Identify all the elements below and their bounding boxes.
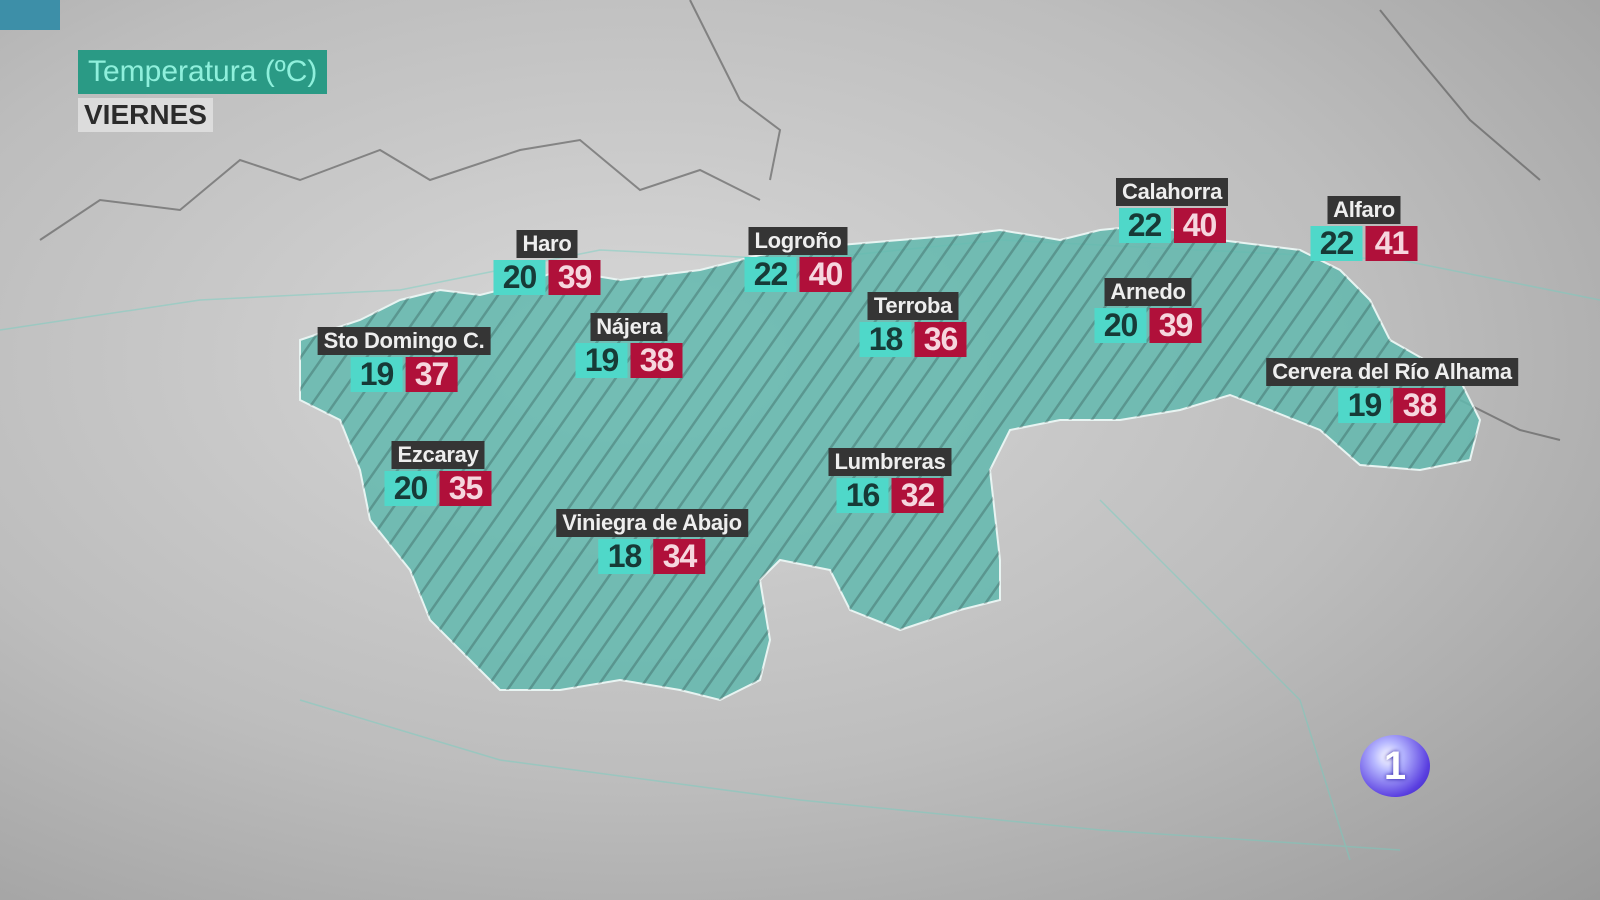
corner-graphic — [0, 0, 60, 30]
station-8: Cervera del Río Alhama 19 38 — [1266, 358, 1518, 423]
max-temperature: 32 — [891, 478, 944, 513]
station-5: Arnedo 20 39 — [1094, 278, 1202, 343]
station-name: Viniegra de Abajo — [556, 509, 748, 537]
station-7: Nájera 19 38 — [575, 313, 683, 378]
min-temperature: 22 — [744, 257, 797, 292]
min-temperature: 22 — [1118, 208, 1171, 243]
map-title: Temperatura (ºC) — [78, 50, 328, 94]
min-temperature: 19 — [1338, 388, 1391, 423]
max-temperature: 38 — [1393, 388, 1446, 423]
min-temperature: 20 — [384, 471, 437, 506]
temperature-pair: 19 38 — [575, 343, 683, 378]
station-name: Alfaro — [1327, 196, 1401, 224]
min-temperature: 18 — [598, 539, 651, 574]
station-4: Terroba 18 36 — [859, 292, 967, 357]
station-name: Nájera — [590, 313, 668, 341]
station-name: Calahorra — [1115, 178, 1229, 206]
max-temperature: 40 — [1173, 208, 1226, 243]
temperature-pair: 20 35 — [384, 471, 492, 506]
tve-channel-1-logo: 1 — [1360, 735, 1430, 797]
min-temperature: 18 — [859, 322, 912, 357]
max-temperature: 34 — [653, 539, 706, 574]
temperature-pair: 22 40 — [744, 257, 852, 292]
day-label: VIERNES — [78, 98, 213, 132]
temperature-pair: 19 37 — [350, 357, 458, 392]
station-6: Sto Domingo C. 19 37 — [317, 327, 491, 392]
max-temperature: 35 — [439, 471, 492, 506]
min-temperature: 22 — [1310, 226, 1363, 261]
temperature-pair: 20 39 — [1094, 308, 1202, 343]
min-temperature: 16 — [836, 478, 889, 513]
station-name: Terroba — [867, 292, 959, 320]
station-3: Alfaro 22 41 — [1310, 196, 1418, 261]
station-name: Lumbreras — [828, 448, 952, 476]
temperature-pair: 20 39 — [493, 260, 601, 295]
max-temperature: 39 — [548, 260, 601, 295]
min-temperature: 19 — [350, 357, 403, 392]
station-name: Cervera del Río Alhama — [1266, 358, 1518, 386]
province-borders — [39, 0, 1561, 441]
temperature-pair: 22 40 — [1118, 208, 1226, 243]
max-temperature: 39 — [1149, 308, 1202, 343]
station-name: Arnedo — [1104, 278, 1192, 306]
station-name: Sto Domingo C. — [317, 327, 491, 355]
station-10: Lumbreras 16 32 — [828, 448, 952, 513]
temperature-pair: 19 38 — [1338, 388, 1446, 423]
temperature-pair: 18 36 — [859, 322, 967, 357]
max-temperature: 37 — [405, 357, 458, 392]
station-0: Haro 20 39 — [493, 230, 601, 295]
max-temperature: 38 — [630, 343, 683, 378]
temperature-pair: 22 41 — [1310, 226, 1418, 261]
station-9: Ezcaray 20 35 — [384, 441, 492, 506]
max-temperature: 36 — [914, 322, 967, 357]
station-11: Viniegra de Abajo 18 34 — [556, 509, 748, 574]
temperature-pair: 16 32 — [836, 478, 944, 513]
min-temperature: 20 — [493, 260, 546, 295]
station-name: Ezcaray — [391, 441, 485, 469]
station-name: Logroño — [748, 227, 848, 255]
min-temperature: 20 — [1094, 308, 1147, 343]
max-temperature: 41 — [1365, 226, 1418, 261]
station-name: Haro — [516, 230, 578, 258]
station-1: Logroño 22 40 — [744, 227, 852, 292]
min-temperature: 19 — [575, 343, 628, 378]
max-temperature: 40 — [799, 257, 852, 292]
temperature-pair: 18 34 — [598, 539, 706, 574]
station-2: Calahorra 22 40 — [1115, 178, 1229, 243]
